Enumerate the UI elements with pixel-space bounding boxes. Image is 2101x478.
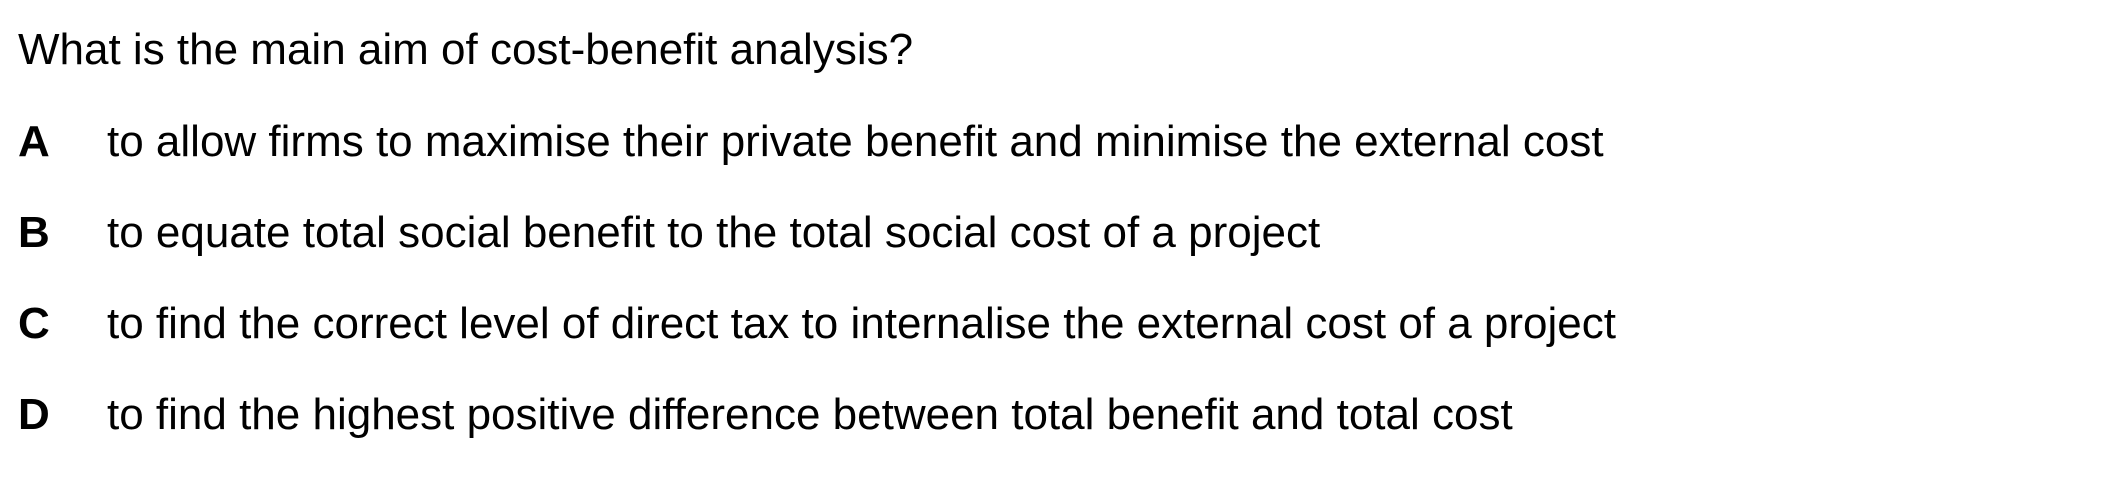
option-letter: A	[18, 117, 50, 166]
question-text: What is the main aim of cost-benefit ana…	[18, 25, 914, 74]
option-letter: B	[18, 208, 50, 257]
option-text: to find the correct level of direct tax …	[107, 299, 1616, 348]
option-letter: D	[18, 390, 50, 439]
option-c: C to find the correct level of direct ta…	[18, 296, 1616, 352]
answer-options: A to allow firms to maximise their priva…	[18, 114, 1616, 478]
option-d: D to find the highest positive differenc…	[18, 387, 1616, 443]
option-b: B to equate total social benefit to the …	[18, 205, 1616, 261]
option-text: to find the highest positive difference …	[107, 390, 1513, 439]
option-a: A to allow firms to maximise their priva…	[18, 114, 1616, 170]
option-letter: C	[18, 299, 50, 348]
option-text: to allow firms to maximise their private…	[107, 117, 1604, 166]
option-text: to equate total social benefit to the to…	[107, 208, 1321, 257]
